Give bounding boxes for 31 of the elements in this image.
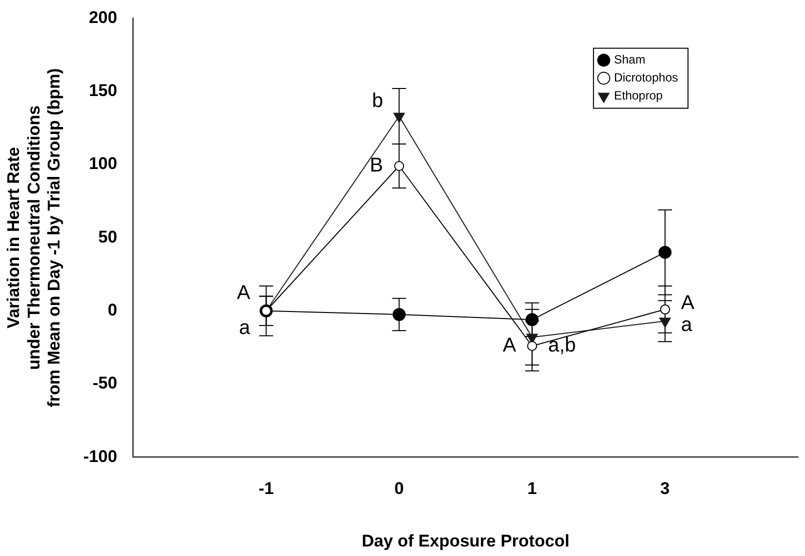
y-tick-label: 50 — [98, 227, 118, 246]
annotation: b — [372, 90, 384, 112]
y-tick-label: 100 — [88, 154, 118, 174]
point — [658, 246, 672, 259]
annotation: a — [681, 314, 694, 336]
point — [527, 340, 538, 351]
y-tick-label: 200 — [88, 8, 118, 27]
x-tick-label: 3 — [660, 479, 670, 498]
point — [526, 313, 539, 326]
point — [660, 304, 670, 314]
legend-label: Sham — [614, 52, 646, 67]
x-tick-label: 1 — [527, 479, 537, 498]
annotation: a,b — [548, 334, 576, 356]
y-axis-title: Variation in Heart Rate under Thermoneutral Conditions from Mean on Day -1 by Trial Group (bpm) — [4, 68, 64, 408]
y-tick-label: 150 — [88, 81, 118, 100]
y-tick-label: -50 — [92, 374, 118, 393]
y-tick-label: -100 — [83, 446, 118, 466]
annotation: a — [239, 316, 252, 339]
x-tick-label: 0 — [394, 479, 404, 498]
point — [392, 308, 406, 322]
annotation: A — [681, 292, 696, 314]
y-tick-label: 0 — [108, 300, 118, 320]
legend-label: Ethoprop — [614, 88, 663, 103]
point — [394, 160, 404, 171]
x-axis-title: Day of Exposure Protocol — [362, 531, 570, 550]
annotation: B — [370, 154, 384, 177]
annotation: A — [502, 334, 517, 356]
x-tick-label: -1 — [258, 479, 274, 498]
annotation: A — [236, 282, 251, 304]
legend-label: Dicrotophos — [614, 70, 678, 85]
point — [393, 112, 405, 123]
